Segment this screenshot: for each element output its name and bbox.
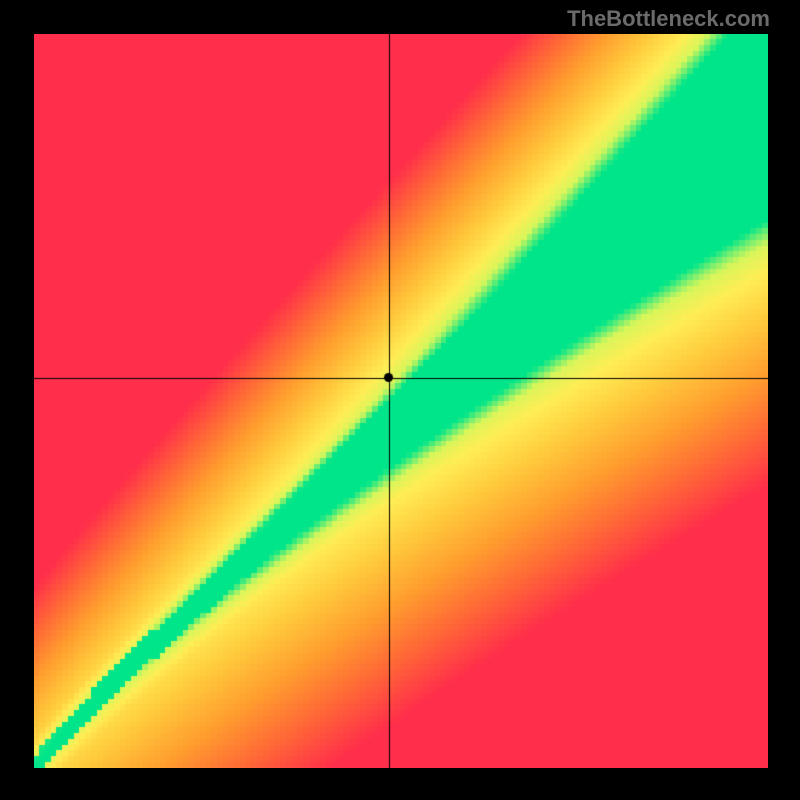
watermark-text: TheBottleneck.com bbox=[567, 6, 770, 32]
bottleneck-heatmap bbox=[34, 34, 768, 768]
chart-container: TheBottleneck.com bbox=[0, 0, 800, 800]
